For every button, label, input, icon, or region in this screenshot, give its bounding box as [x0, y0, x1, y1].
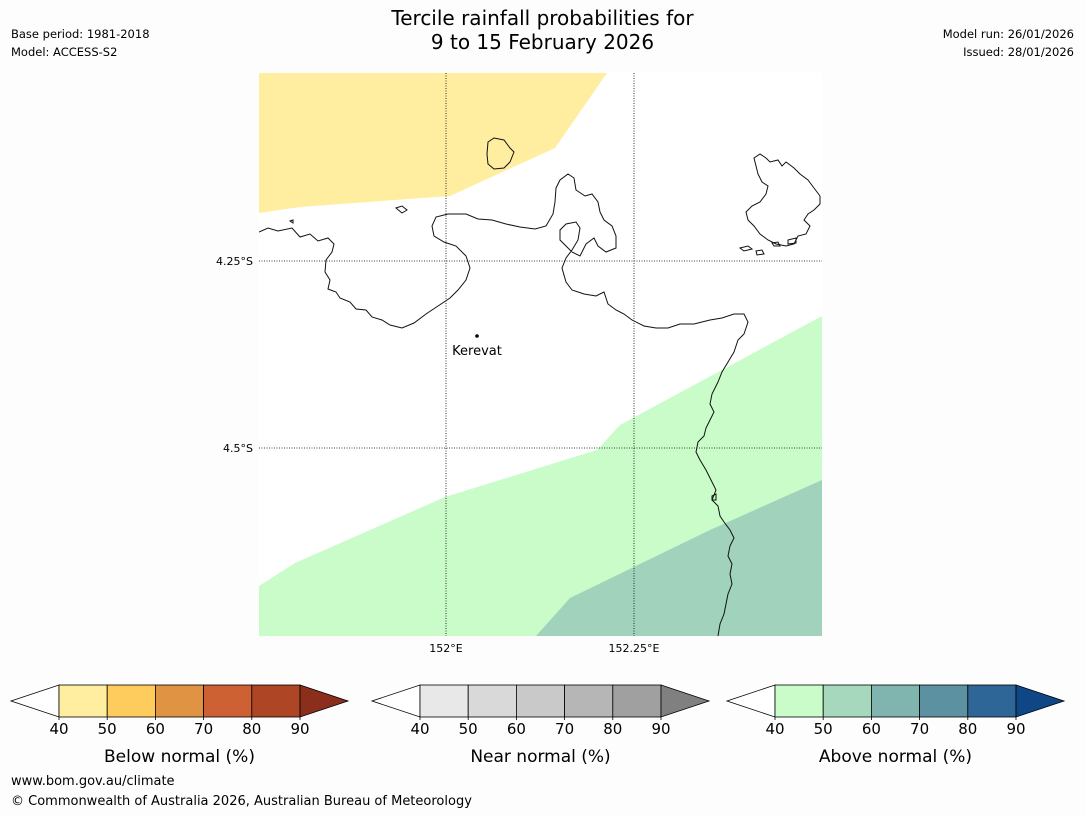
colorbar-high-extend [660, 684, 711, 718]
colorbar-segment [467, 684, 517, 718]
colorbar-2: 40 50 60 70 80 90 Near normal (%) [370, 684, 711, 767]
colorbar-segment [774, 684, 824, 718]
legends: 40 50 60 70 80 90 Below normal (%) 40 50 60 70 80 90… [9, 684, 1066, 767]
base-info: Base period: 1981-2018 Model: ACCESS-S2 [11, 25, 150, 61]
colorbar-tick-label: 80 [958, 720, 977, 738]
colorbar-label: Above normal (%) [819, 747, 972, 767]
colorbar-segment [516, 684, 566, 718]
model-name: Model: ACCESS-S2 [11, 45, 118, 59]
colorbar-segment [967, 684, 1017, 718]
kerevat-marker [475, 334, 479, 338]
website-link[interactable]: www.bom.gov.au/climate [11, 774, 175, 789]
colorbar-tick-label: 70 [910, 720, 929, 738]
lon-label-152-25e: 152.25°E [609, 642, 660, 655]
colorbar-tick-label: 90 [1006, 720, 1025, 738]
below-normal-region [259, 73, 607, 213]
colorbar-tick-label: 80 [603, 720, 622, 738]
colorbar-tick-label: 70 [555, 720, 574, 738]
colorbar-tick-label: 40 [765, 720, 784, 738]
run-info: Model run: 26/01/2026 Issued: 28/01/2026 [943, 25, 1074, 61]
colorbar-3: 40 50 60 70 80 90 Above normal (%) [725, 684, 1066, 767]
colorbar-segment [106, 684, 156, 718]
map-title: Tercile rainfall probabilities for 9 to … [0, 6, 1085, 54]
colorbar-low-extend [9, 684, 60, 718]
base-period: Base period: 1981-2018 [11, 27, 150, 41]
colorbar-label: Below normal (%) [104, 747, 255, 767]
colorbar-tick-label: 90 [290, 720, 309, 738]
colorbar-tick-label: 60 [507, 720, 526, 738]
colorbar-tick-label: 90 [651, 720, 670, 738]
colorbar-label: Near normal (%) [470, 747, 610, 767]
colorbar-segment [919, 684, 969, 718]
map-panel: Kerevat [259, 73, 822, 636]
coastline [259, 137, 821, 636]
colorbar-tick-label: 70 [194, 720, 213, 738]
colorbar-segment [58, 684, 108, 718]
colorbar-tick-label: 60 [862, 720, 881, 738]
above-normal-50-60-region [536, 480, 822, 636]
colorbar-tick-label: 80 [242, 720, 261, 738]
colorbar-tick-label: 50 [98, 720, 117, 738]
colorbar-segment [419, 684, 469, 718]
colorbar-segment [203, 684, 253, 718]
colorbar-tick-label: 50 [459, 720, 478, 738]
lat-label-4-5s: 4.5°S [223, 442, 253, 455]
colorbar-segment [612, 684, 662, 718]
colorbar-1: 40 50 60 70 80 90 Below normal (%) [9, 684, 350, 767]
colorbar-low-extend [370, 684, 421, 718]
lat-label-4-25s: 4.25°S [216, 255, 253, 268]
colorbar-segment [154, 684, 204, 718]
colorbar-low-extend [725, 684, 776, 718]
colorbar-high-extend [299, 684, 350, 718]
place-label-kerevat: Kerevat [452, 344, 502, 359]
colorbar-tick-label: 60 [146, 720, 165, 738]
colorbar-segment [871, 684, 921, 718]
colorbar-high-extend [1015, 684, 1066, 718]
colorbar-tick-label: 40 [410, 720, 429, 738]
title-line-1: Tercile rainfall probabilities for [391, 6, 694, 30]
colorbar-tick-label: 40 [49, 720, 68, 738]
copyright-notice: © Commonwealth of Australia 2026, Austra… [11, 794, 472, 809]
colorbar-segment [822, 684, 872, 718]
issued-date: Issued: 28/01/2026 [963, 45, 1074, 59]
colorbar-segment [564, 684, 614, 718]
title-line-2: 9 to 15 February 2026 [430, 30, 655, 54]
colorbar-segment [251, 684, 301, 718]
colorbar-tick-label: 50 [814, 720, 833, 738]
model-run: Model run: 26/01/2026 [942, 27, 1074, 41]
lon-label-152e: 152°E [429, 642, 462, 655]
